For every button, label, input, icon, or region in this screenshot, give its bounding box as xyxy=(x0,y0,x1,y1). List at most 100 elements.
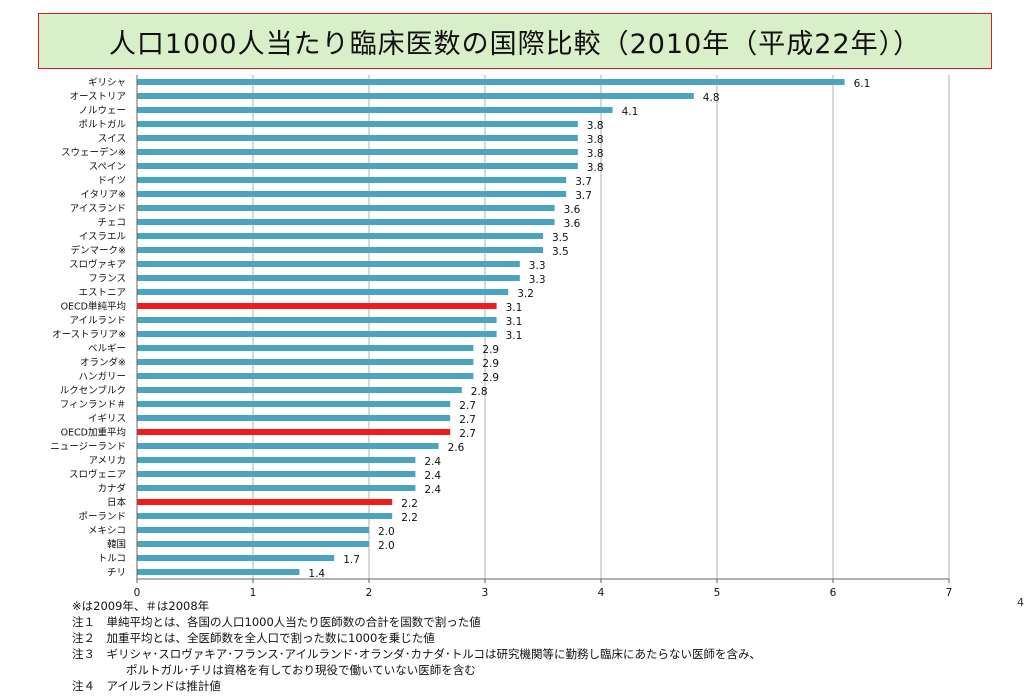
category-label: フィンランド＃ xyxy=(60,400,126,411)
value-label: 2.8 xyxy=(471,386,488,398)
value-label: 2.9 xyxy=(482,358,499,370)
value-label: 4.1 xyxy=(622,106,639,118)
category-label: アイスランド xyxy=(70,204,126,215)
category-label: イギリス xyxy=(88,414,126,425)
bar xyxy=(137,121,578,127)
value-label: 2.4 xyxy=(424,484,441,496)
value-label: 2.6 xyxy=(448,442,465,454)
value-label: 3.5 xyxy=(552,232,569,244)
category-label: ドイツ xyxy=(97,176,126,187)
bar xyxy=(137,191,567,197)
category-label: フランス xyxy=(88,274,126,285)
bar xyxy=(137,359,474,365)
category-label: オーストラリア※ xyxy=(52,330,126,341)
category-label: スペイン xyxy=(89,162,126,173)
bar xyxy=(137,373,474,379)
category-label: ポーランド xyxy=(78,512,126,523)
value-label: 1.4 xyxy=(308,568,325,580)
bar xyxy=(137,569,300,575)
note-4: 注４ アイルランドは推計値 xyxy=(72,679,221,693)
value-label: 2.0 xyxy=(378,540,395,552)
category-label: 日本 xyxy=(107,497,127,509)
bar xyxy=(137,471,416,477)
category-label: スウェーデン※ xyxy=(61,147,126,159)
value-label: 2.0 xyxy=(378,526,395,538)
value-label: 1.7 xyxy=(343,554,360,566)
x-tick-label: 5 xyxy=(714,587,721,599)
value-label: 3.1 xyxy=(506,302,523,314)
value-label: 3.7 xyxy=(575,176,592,188)
category-label: OECD単純平均 xyxy=(61,301,126,313)
x-tick-label: 3 xyxy=(482,587,489,599)
category-label: オーストリア xyxy=(69,92,126,103)
category-label: カナダ xyxy=(97,483,126,495)
bar xyxy=(137,219,555,225)
category-label: 韓国 xyxy=(107,540,126,551)
bar-chart: ギリシャ 6.1 オーストリア 4.8 ノルウェー 4.1 ポルトガル 3.8 スイス 3.8 スウ… xyxy=(50,75,952,599)
category-label: チェコ xyxy=(97,218,126,229)
bar xyxy=(137,205,555,211)
value-label: 3.8 xyxy=(587,120,604,132)
bar xyxy=(137,541,369,547)
category-label: エストニア xyxy=(78,288,126,299)
bar xyxy=(137,485,416,491)
bar xyxy=(137,261,520,267)
category-label: アメリカ xyxy=(88,456,126,467)
value-label: 2.4 xyxy=(424,470,441,482)
category-label: アイルランド xyxy=(69,316,126,327)
bar xyxy=(137,499,393,505)
bar xyxy=(137,79,845,85)
bar xyxy=(137,289,509,295)
value-label: 2.9 xyxy=(482,344,499,356)
bar xyxy=(137,317,497,323)
x-tick-label: 2 xyxy=(366,587,373,599)
category-label: イタリア※ xyxy=(80,190,126,201)
bar xyxy=(137,331,497,337)
note-2: 注２ 加重平均とは、全医師数を全人口で割った数に1000を乗じた値 xyxy=(72,631,435,645)
value-label: 3.6 xyxy=(564,218,581,230)
value-label: 3.8 xyxy=(587,162,604,174)
bar xyxy=(137,387,462,393)
x-tick-label: 0 xyxy=(134,587,141,599)
note-3: 注３ ギリシャ･スロヴァキア･フランス･アイルランド･オランダ･カナダ･トルコは… xyxy=(72,647,761,661)
bar xyxy=(137,401,451,407)
category-label: スイス xyxy=(98,134,126,145)
page-number: 4 xyxy=(1017,596,1024,609)
chart-title: 人口1000人当たり臨床医数の国際比較（2010年（平成22年）） xyxy=(108,28,922,60)
value-label: 3.8 xyxy=(587,134,604,146)
x-tick-label: 1 xyxy=(250,587,257,599)
category-label: トルコ xyxy=(98,554,126,565)
bar xyxy=(137,233,543,239)
bar xyxy=(137,429,451,435)
bar xyxy=(137,457,416,463)
value-label: 2.4 xyxy=(424,456,441,468)
category-label: イスラエル xyxy=(79,232,127,243)
value-label: 3.6 xyxy=(564,204,581,216)
bar xyxy=(137,163,578,169)
category-label: ポルトガル xyxy=(78,120,126,131)
category-label: スロヴァキア xyxy=(69,259,126,271)
note-3-cont: ポルトガル･チリは資格を有しており現役で働いていない医師を含む xyxy=(126,663,476,677)
value-label: 2.2 xyxy=(401,512,418,524)
chart-title-box: 人口1000人当たり臨床医数の国際比較（2010年（平成22年）） xyxy=(38,13,992,69)
bar xyxy=(137,247,543,253)
bar xyxy=(137,93,694,99)
note-year: ※は2009年、＃は2008年 xyxy=(72,599,210,613)
category-label: スロヴェニア xyxy=(69,469,126,481)
value-label: 3.8 xyxy=(587,148,604,160)
value-label: 3.1 xyxy=(506,316,523,328)
category-label: ルクセンブルク xyxy=(60,385,126,397)
category-label: オランダ※ xyxy=(80,357,126,369)
bar xyxy=(137,107,613,113)
bar xyxy=(137,443,439,449)
value-label: 3.3 xyxy=(529,260,546,272)
bar xyxy=(137,275,520,281)
bar xyxy=(137,345,474,351)
value-label: 2.7 xyxy=(459,400,476,412)
value-label: 6.1 xyxy=(854,78,871,90)
footnotes: ※は2009年、＃は2008年 注１ 単純平均とは、各国の人口1000人当たり医… xyxy=(72,598,761,694)
value-label: 3.3 xyxy=(529,274,546,286)
category-label: ギリシャ xyxy=(88,78,126,89)
category-label: ベルギー xyxy=(88,344,126,355)
x-tick-label: 4 xyxy=(598,587,605,599)
